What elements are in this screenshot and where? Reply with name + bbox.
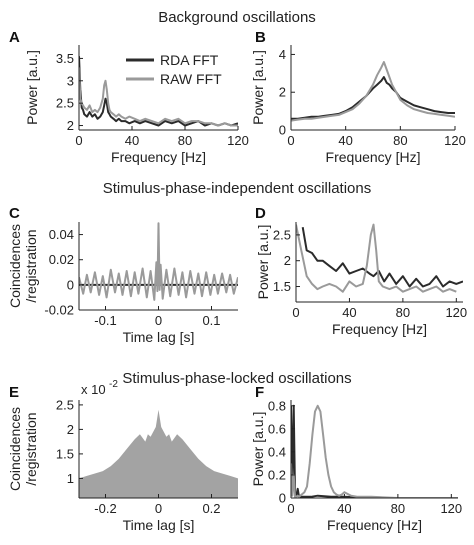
x-tick-label-e: -0.2	[94, 501, 116, 516]
y-tick-label-a: 2.5	[56, 96, 74, 111]
x-tick-label-f: 120	[440, 501, 462, 516]
y-tick-label-f: 0.6	[268, 421, 286, 436]
panel-d: D 0 40 80 120 1.5 2 2.5 Frequency [Hz] Power [a.u…	[255, 205, 467, 337]
legend-label-raw: RAW FFT	[160, 71, 222, 87]
y-tick-label-b: 0	[279, 123, 286, 138]
plot-area-f	[291, 404, 458, 498]
x-tick-label-b: 80	[393, 133, 407, 148]
y-tick-label-f: 0	[279, 491, 286, 506]
x-tick-label-f: 0	[287, 501, 294, 516]
plot-area-e	[79, 409, 238, 498]
x-axis-label-e: Time lag [s]	[123, 517, 195, 533]
y-axis-label-c: Coincidences	[7, 224, 23, 308]
y-tick-label-f: 0.8	[268, 398, 286, 413]
x-tick-label-d: 120	[445, 305, 467, 320]
x-tick-label-a: 80	[178, 133, 192, 148]
y-tick-label-a: 2	[67, 118, 74, 133]
y-axis-label-a: Power [a.u.]	[24, 50, 40, 125]
x-tick-label-a: 40	[125, 133, 139, 148]
panel-letter-d: D	[255, 205, 266, 222]
x-axis-label-c: Time lag [s]	[123, 329, 195, 345]
y-tick-label-c: 0.04	[49, 227, 74, 242]
section-title-background: Background oscillations	[158, 9, 316, 26]
y-tick-label-a: 3	[67, 73, 74, 88]
series-line-d-rda	[301, 227, 463, 288]
y-axis-label-line2-c: /registration	[23, 229, 39, 302]
y-tick-label-c: 0	[67, 277, 74, 292]
y-axis-label-e: Coincidences	[7, 407, 23, 491]
panel-letter-c: C	[9, 205, 20, 222]
panel-a: A 0 40 80 120 2 2.5 3 3.5 Frequency [Hz] Power [a.…	[9, 29, 249, 165]
legend: RDA FFT RAW FFT	[126, 52, 222, 87]
x-tick-label-a: 120	[227, 133, 249, 148]
y-tick-label-c: -0.02	[44, 303, 74, 318]
y-multiplier-e: x 10	[81, 382, 106, 397]
legend-label-rda: RDA FFT	[160, 52, 219, 68]
panel-f: F 0 40 80 120 0 0.2 0.4 0.6 0.8 Frequency [Hz] Powe…	[250, 384, 462, 533]
panel-letter-a: A	[9, 29, 20, 46]
x-tick-label-e: 0	[155, 501, 162, 516]
x-tick-label-c: 0	[155, 313, 162, 328]
plot-area-a	[79, 56, 238, 127]
y-axis-label-b: Power [a.u.]	[250, 50, 266, 125]
panel-letter-b: B	[255, 29, 266, 46]
x-tick-label-b: 120	[444, 133, 466, 148]
y-axis-label-f: Power [a.u.]	[250, 412, 266, 487]
y-tick-label-f: 0.4	[268, 444, 286, 459]
x-axis-label-f: Frequency [Hz]	[327, 517, 422, 533]
panel-b: B 0 40 80 120 0 2 4 Frequency [Hz] Power [a.u.]	[250, 29, 466, 165]
x-tick-label-d: 80	[396, 305, 410, 320]
y-tick-label-b: 4	[279, 47, 286, 62]
y-tick-label-e: 2	[67, 422, 74, 437]
y-tick-label-e: 1.5	[56, 446, 74, 461]
plot-area-c	[79, 222, 238, 301]
y-axis-label-line2-e: /registration	[23, 412, 39, 485]
x-axis-label-a: Frequency [Hz]	[111, 149, 206, 165]
section-title-independent: Stimulus-phase-independent oscillations	[103, 180, 372, 197]
x-tick-label-d: 40	[342, 305, 356, 320]
x-tick-label-b: 40	[338, 133, 352, 148]
panel-c: C -0.1 0 0.1 -0.02 0 0.02 0.04 Time lag [s] Coinc…	[7, 205, 238, 345]
panel-letter-e: E	[9, 384, 19, 401]
x-tick-label-a: 0	[75, 133, 82, 148]
y-tick-label-e: 2.5	[56, 397, 74, 412]
x-tick-label-e: 0.2	[202, 501, 220, 516]
x-tick-label-d: 0	[292, 305, 299, 320]
y-tick-label-e: 1	[67, 471, 74, 486]
series-line-f-rda	[291, 404, 458, 498]
y-tick-label-c: 0.02	[49, 252, 74, 267]
panel-e: E -0.2 0 0.2 1 1.5 2 2.5 Time lag [s] Coincidence…	[7, 379, 238, 533]
x-tick-label-f: 40	[337, 501, 351, 516]
x-tick-label-c: 0.1	[202, 313, 220, 328]
series-line-a-raw	[79, 67, 238, 127]
plot-area-b	[291, 61, 455, 122]
y-tick-label-b: 2	[279, 85, 286, 100]
x-tick-label-f: 80	[391, 501, 405, 516]
series-line-d-raw	[296, 223, 457, 293]
y-tick-label-d: 2.5	[273, 227, 291, 242]
y-multiplier-exponent-e: -2	[109, 379, 118, 390]
area-series-e	[79, 409, 238, 498]
x-axis-label-d: Frequency [Hz]	[332, 321, 427, 337]
x-tick-label-b: 0	[287, 133, 294, 148]
series-line-f-raw	[291, 404, 458, 498]
panel-letter-f: F	[255, 384, 264, 401]
y-tick-label-d: 1.5	[273, 279, 291, 294]
y-tick-label-a: 3.5	[56, 51, 74, 66]
section-title-locked: Stimulus-phase-locked oscillations	[122, 370, 351, 387]
series-line-c-raw	[79, 222, 238, 301]
plot-area-d	[296, 223, 463, 293]
series-line-a-rda	[79, 56, 238, 127]
series-line-b-raw	[291, 61, 455, 122]
y-axis-label-d: Power [a.u.]	[255, 225, 271, 300]
x-tick-label-c: -0.1	[94, 313, 116, 328]
y-tick-label-f: 0.2	[268, 467, 286, 482]
x-axis-label-b: Frequency [Hz]	[326, 149, 421, 165]
y-tick-label-d: 2	[284, 253, 291, 268]
